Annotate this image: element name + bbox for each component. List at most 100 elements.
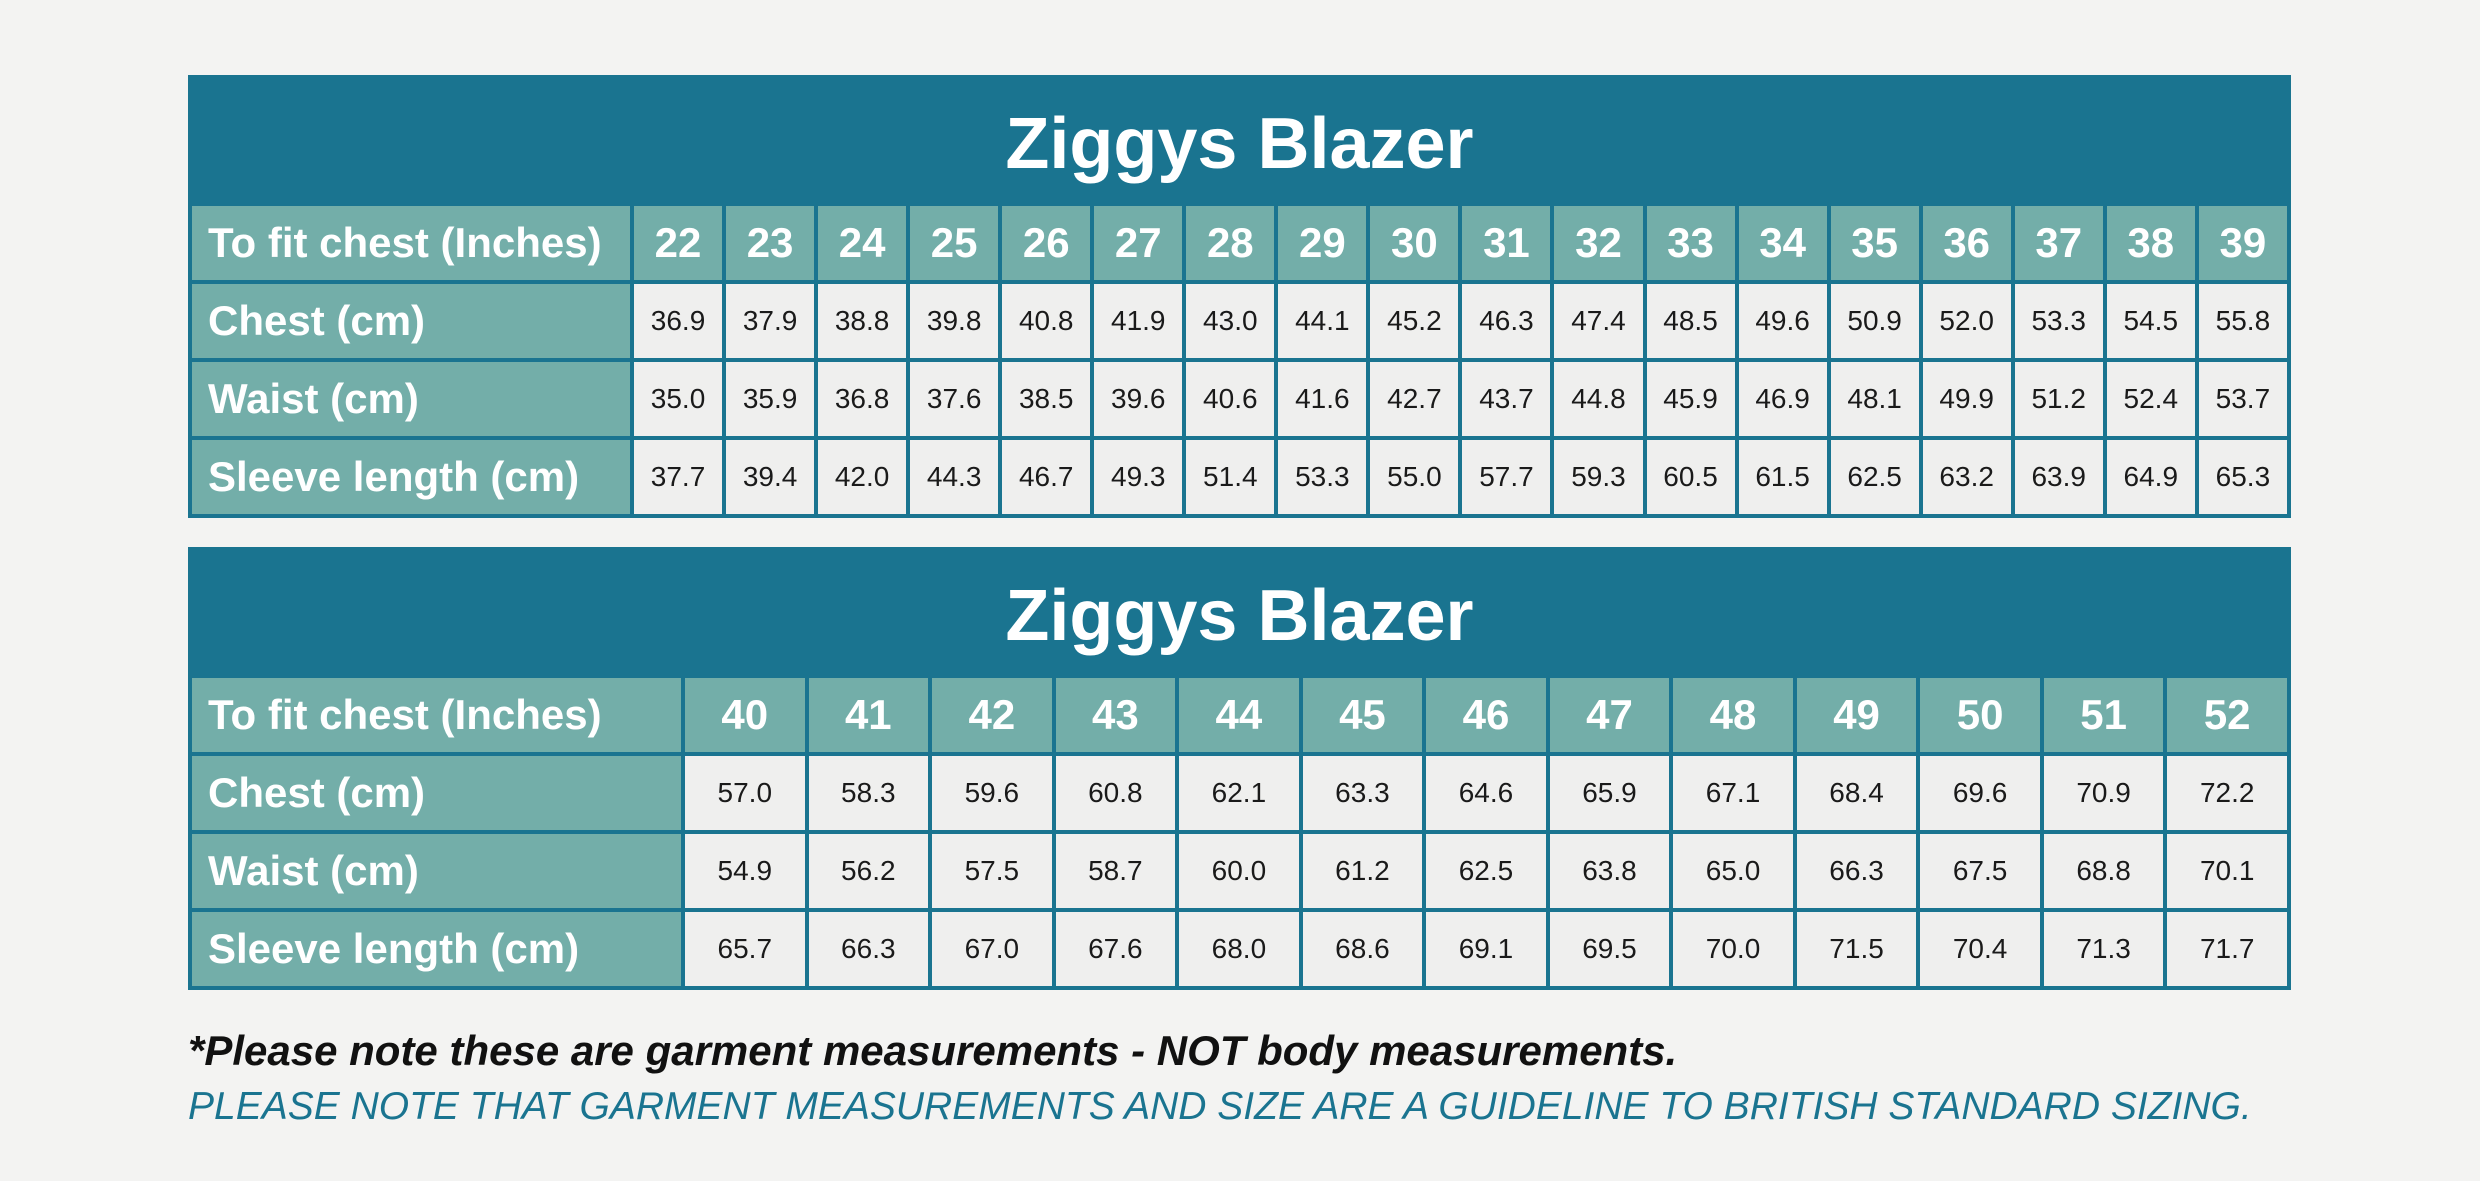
size-header-cell: 45 [1298, 674, 1427, 756]
measurement-value-cell: 60.0 [1175, 830, 1303, 912]
measurement-value-cell: 70.1 [2163, 830, 2291, 912]
measurement-value-cell: 51.2 [2010, 358, 2107, 440]
measurement-value-cell: 68.4 [1792, 752, 1921, 834]
size-header-cell: 35 [1826, 202, 1923, 284]
measurement-value-cell: 65.0 [1669, 830, 1797, 912]
measurement-value-cell: 46.3 [1458, 280, 1555, 362]
size-header-cell: 44 [1175, 674, 1303, 756]
size-header-cell: 39 [2194, 202, 2292, 284]
size-header-cell: 41 [804, 674, 933, 756]
measurement-value-cell: 71.5 [1792, 908, 1921, 990]
measurement-value-cell: 51.4 [1182, 436, 1279, 518]
measurement-value-cell: 59.6 [928, 752, 1056, 834]
size-header-cell: 48 [1669, 674, 1797, 756]
size-chart-table-2: Ziggys Blazer To fit chest (Inches) 40 41 42… [188, 547, 2291, 990]
measurement-value-cell: 63.9 [2010, 436, 2107, 518]
measurement-value-cell: 72.2 [2163, 752, 2291, 834]
size-header-cell: 25 [906, 202, 1003, 284]
measurement-value-cell: 47.4 [1550, 280, 1647, 362]
measurement-value-cell: 53.3 [1274, 436, 1371, 518]
measurement-value-cell: 44.1 [1274, 280, 1371, 362]
measurement-value-cell: 61.5 [1734, 436, 1831, 518]
measurement-value-cell: 38.8 [814, 280, 911, 362]
measurement-value-cell: 60.8 [1051, 752, 1180, 834]
measurement-value-cell: 63.3 [1298, 752, 1427, 834]
measurement-value-cell: 66.3 [1792, 830, 1921, 912]
measurement-value-cell: 41.6 [1274, 358, 1371, 440]
measurement-value-cell: 41.9 [1090, 280, 1187, 362]
measurement-value-cell: 48.1 [1826, 358, 1923, 440]
measurement-row: Chest (cm) 36.9 37.9 38.8 39.8 40.8 41.9 43.0 44… [188, 280, 2292, 362]
measurement-value-cell: 71.7 [2163, 908, 2291, 990]
measurement-value-cell: 44.8 [1550, 358, 1647, 440]
measurement-value-cell: 60.5 [1642, 436, 1739, 518]
measurement-value-cell: 46.9 [1734, 358, 1831, 440]
measurement-value-cell: 58.3 [804, 752, 933, 834]
measurement-value-cell: 42.0 [814, 436, 911, 518]
measurement-label: Waist (cm) [188, 830, 685, 912]
measurement-value-cell: 67.6 [1051, 908, 1180, 990]
table-title: Ziggys Blazer [188, 75, 2291, 206]
size-header-cell: 38 [2102, 202, 2199, 284]
measurement-row: Sleeve length (cm) 65.7 66.3 67.0 67.6 68.0 68… [188, 908, 2291, 990]
measurement-value-cell: 67.5 [1916, 830, 2044, 912]
measurement-value-cell: 66.3 [804, 908, 933, 990]
size-header-cell: 24 [814, 202, 911, 284]
measurement-value-cell: 48.5 [1642, 280, 1739, 362]
measurement-value-cell: 54.5 [2102, 280, 2199, 362]
size-header-cell: 29 [1274, 202, 1371, 284]
measurement-value-cell: 42.7 [1366, 358, 1463, 440]
measurement-row: Sleeve length (cm) 37.7 39.4 42.0 44.3 46.7 49… [188, 436, 2292, 518]
measurement-value-cell: 45.2 [1366, 280, 1463, 362]
measurement-value-cell: 39.8 [906, 280, 1003, 362]
size-header-cell: 52 [2163, 674, 2291, 756]
measurement-value-cell: 70.9 [2039, 752, 2168, 834]
measurement-label: Chest (cm) [188, 752, 685, 834]
measurement-value-cell: 38.5 [998, 358, 1095, 440]
measurement-value-cell: 54.9 [681, 830, 809, 912]
garment-measurement-note: *Please note these are garment measureme… [188, 1027, 1678, 1074]
measurement-value-cell: 63.2 [1918, 436, 2015, 518]
size-header-cell: 46 [1422, 674, 1550, 756]
measurement-value-cell: 64.9 [2102, 436, 2199, 518]
measurement-value-cell: 67.1 [1669, 752, 1797, 834]
size-header-cell: 49 [1792, 674, 1921, 756]
measurement-value-cell: 53.7 [2194, 358, 2292, 440]
measurement-value-cell: 44.3 [906, 436, 1003, 518]
size-header-cell: 51 [2039, 674, 2168, 756]
measurement-value-cell: 65.7 [681, 908, 809, 990]
measurement-value-cell: 36.9 [629, 280, 727, 362]
measurement-value-cell: 67.0 [928, 908, 1056, 990]
measurement-label: Waist (cm) [188, 358, 634, 440]
measurement-value-cell: 40.8 [998, 280, 1095, 362]
size-header-cell: 28 [1182, 202, 1279, 284]
measurement-value-cell: 43.7 [1458, 358, 1555, 440]
measurement-value-cell: 37.9 [722, 280, 819, 362]
sizing-guideline-note: PLEASE NOTE THAT GARMENT MEASUREMENTS AN… [188, 1085, 2252, 1128]
measurement-value-cell: 69.5 [1545, 908, 1674, 990]
size-header-cell: 37 [2010, 202, 2107, 284]
size-header-cell: 47 [1545, 674, 1674, 756]
size-header-cell: 42 [928, 674, 1056, 756]
measurement-value-cell: 46.7 [998, 436, 1095, 518]
measurement-value-cell: 56.2 [804, 830, 933, 912]
measurement-value-cell: 65.3 [2194, 436, 2292, 518]
measurement-value-cell: 64.6 [1422, 752, 1550, 834]
measurement-row: Chest (cm) 57.0 58.3 59.6 60.8 62.1 63.3 64.6 65… [188, 752, 2291, 834]
measurement-value-cell: 50.9 [1826, 280, 1923, 362]
measurement-value-cell: 39.4 [722, 436, 819, 518]
measurement-value-cell: 55.0 [1366, 436, 1463, 518]
measurement-value-cell: 65.9 [1545, 752, 1674, 834]
size-header-cell: 22 [629, 202, 727, 284]
measurement-row: Waist (cm) 54.9 56.2 57.5 58.7 60.0 61.2 62.5 63… [188, 830, 2291, 912]
measurement-value-cell: 49.6 [1734, 280, 1831, 362]
measurement-value-cell: 70.0 [1669, 908, 1797, 990]
size-header-cell: 30 [1366, 202, 1463, 284]
size-header-cell: 27 [1090, 202, 1187, 284]
measurement-value-cell: 36.8 [814, 358, 911, 440]
measurement-value-cell: 62.5 [1826, 436, 1923, 518]
measurement-row: Waist (cm) 35.0 35.9 36.8 37.6 38.5 39.6 40.6 41… [188, 358, 2292, 440]
measurement-value-cell: 69.1 [1422, 908, 1550, 990]
size-header-cell: 34 [1734, 202, 1831, 284]
measurement-value-cell: 39.6 [1090, 358, 1187, 440]
